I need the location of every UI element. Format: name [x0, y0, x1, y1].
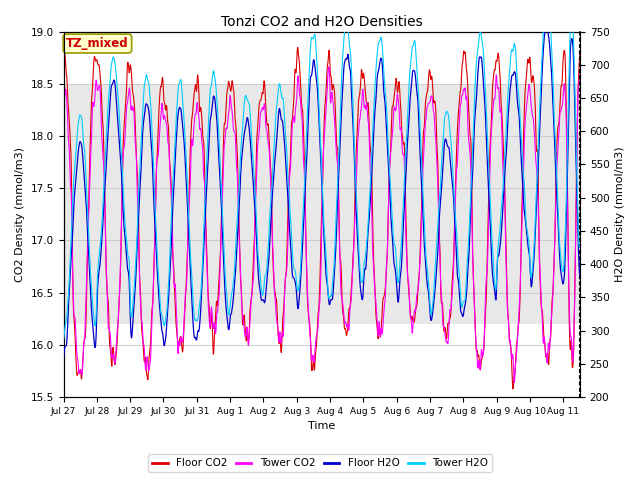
Title: Tonzi CO2 and H2O Densities: Tonzi CO2 and H2O Densities [221, 15, 422, 29]
Y-axis label: H2O Density (mmol/m3): H2O Density (mmol/m3) [615, 146, 625, 282]
Bar [63, 84, 580, 324]
X-axis label: Time: Time [308, 421, 335, 432]
Y-axis label: CO2 Density (mmol/m3): CO2 Density (mmol/m3) [15, 147, 25, 282]
Legend: Floor CO2, Tower CO2, Floor H2O, Tower H2O: Floor CO2, Tower CO2, Floor H2O, Tower H… [148, 454, 492, 472]
Text: TZ_mixed: TZ_mixed [66, 37, 129, 50]
